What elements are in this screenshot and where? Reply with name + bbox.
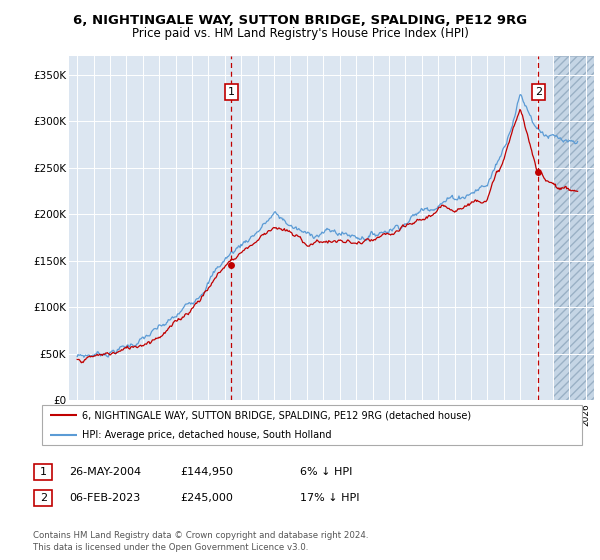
Text: 6, NIGHTINGALE WAY, SUTTON BRIDGE, SPALDING, PE12 9RG (detached house): 6, NIGHTINGALE WAY, SUTTON BRIDGE, SPALD… <box>83 410 472 421</box>
Text: HPI: Average price, detached house, South Holland: HPI: Average price, detached house, Sout… <box>83 430 332 440</box>
FancyBboxPatch shape <box>34 491 52 506</box>
Text: 2: 2 <box>535 87 542 97</box>
Text: This data is licensed under the Open Government Licence v3.0.: This data is licensed under the Open Gov… <box>33 543 308 552</box>
FancyBboxPatch shape <box>42 405 582 445</box>
Text: 1: 1 <box>228 87 235 97</box>
Text: 2: 2 <box>40 493 47 503</box>
Text: 1: 1 <box>40 467 47 477</box>
Text: £144,950: £144,950 <box>180 467 233 477</box>
Text: Contains HM Land Registry data © Crown copyright and database right 2024.: Contains HM Land Registry data © Crown c… <box>33 531 368 540</box>
Text: 26-MAY-2004: 26-MAY-2004 <box>69 467 141 477</box>
Text: 6, NIGHTINGALE WAY, SUTTON BRIDGE, SPALDING, PE12 9RG: 6, NIGHTINGALE WAY, SUTTON BRIDGE, SPALD… <box>73 14 527 27</box>
Text: 06-FEB-2023: 06-FEB-2023 <box>69 493 140 503</box>
Text: 17% ↓ HPI: 17% ↓ HPI <box>300 493 359 503</box>
FancyBboxPatch shape <box>34 464 52 480</box>
Text: Price paid vs. HM Land Registry's House Price Index (HPI): Price paid vs. HM Land Registry's House … <box>131 27 469 40</box>
Bar <box>553 56 600 400</box>
Text: 6% ↓ HPI: 6% ↓ HPI <box>300 467 352 477</box>
Text: £245,000: £245,000 <box>180 493 233 503</box>
